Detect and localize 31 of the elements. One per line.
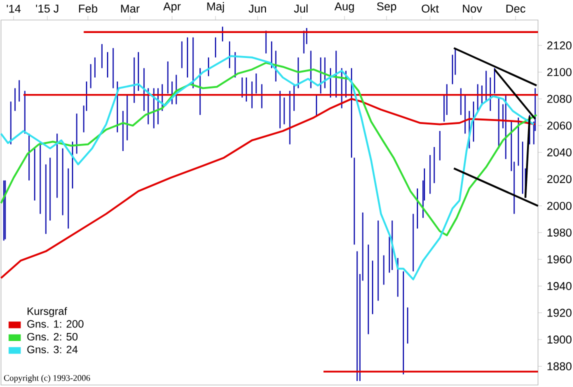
annotation: Copyright (c) 1993-2006 xyxy=(4,374,90,383)
x-tick-label: '15 J xyxy=(36,4,58,13)
y-tick-label: 1980 xyxy=(548,228,572,237)
y-tick-label: 1940 xyxy=(548,282,572,290)
x-tick-label: Feb xyxy=(79,4,98,13)
x-tick-label: Jun xyxy=(248,4,266,13)
x-tick-label: Dec xyxy=(506,4,526,13)
legend-label: Gns. 3: 24 xyxy=(27,346,78,354)
x-tick-label: Nov xyxy=(462,4,482,13)
legend-label: Gns. 2: 50 xyxy=(27,332,78,341)
y-tick-label: 2120 xyxy=(547,41,572,50)
x-tick-label: Jul xyxy=(294,4,308,13)
legend-label: Gns. 1: 200 xyxy=(27,320,84,328)
y-tick-label: 1900 xyxy=(548,336,572,344)
y-tick-label: 1960 xyxy=(548,255,572,264)
x-tick-label: '14 xyxy=(6,4,21,13)
x-tick-label: Okt xyxy=(422,4,439,13)
y-tick-label: 2100 xyxy=(547,68,572,76)
y-tick-label: 2020 xyxy=(547,175,572,184)
y-tick-label: 2060 xyxy=(547,122,572,130)
y-tick-label: 2080 xyxy=(547,94,572,103)
x-tick-label: Mar xyxy=(121,4,140,13)
x-tick-label: Apr xyxy=(163,2,181,13)
y-tick-label: 2040 xyxy=(547,148,572,156)
y-tick-label: 1920 xyxy=(548,308,572,317)
x-tick-label: Sep xyxy=(377,2,396,13)
y-tick-label: 1880 xyxy=(548,362,572,370)
legend-title: Kursgraf xyxy=(28,307,68,318)
x-tick-label: Aug xyxy=(334,2,354,13)
y-tick-label: 2000 xyxy=(547,202,572,210)
x-tick-label: Maj xyxy=(207,2,224,13)
